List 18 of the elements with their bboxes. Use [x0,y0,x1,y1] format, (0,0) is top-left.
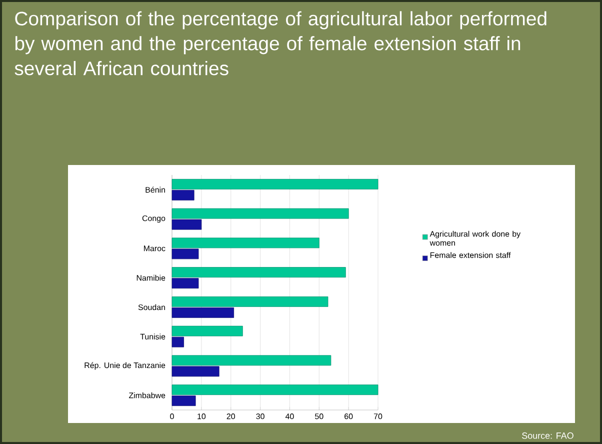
bar [172,219,202,230]
bar [172,336,184,348]
bar [172,208,349,219]
bar [172,267,346,278]
bar [172,366,220,377]
bar [172,355,332,366]
bar [172,396,196,406]
bar [172,278,199,288]
bar [172,307,234,318]
bar [172,238,320,248]
bar [172,248,199,260]
bar [172,296,328,307]
chart-title: Comparison of the percentage of agricultural labor performed by women and the percentage of female extension staff in several African countries [14,11,546,76]
bar [172,326,243,336]
source-note: Source: FAO [522,432,574,439]
bar [172,178,378,190]
bar [172,190,194,200]
bar [172,384,378,395]
